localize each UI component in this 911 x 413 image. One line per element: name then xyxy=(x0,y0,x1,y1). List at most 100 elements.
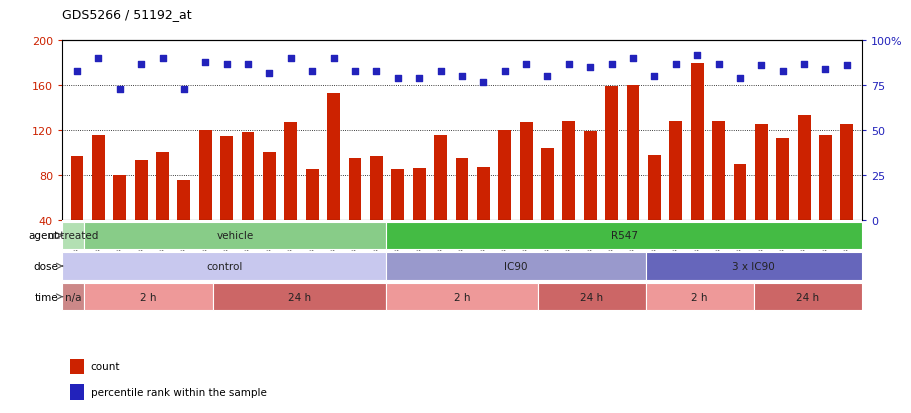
Point xyxy=(561,61,576,68)
Bar xyxy=(818,135,831,265)
Bar xyxy=(70,157,83,265)
Bar xyxy=(327,94,340,265)
Bar xyxy=(562,122,575,265)
Bar xyxy=(386,222,861,249)
Bar xyxy=(84,283,213,311)
Bar xyxy=(391,170,404,265)
Point xyxy=(539,74,554,81)
Text: percentile rank within the sample: percentile rank within the sample xyxy=(91,387,266,397)
Bar xyxy=(626,86,639,265)
Point xyxy=(817,66,832,73)
Bar xyxy=(156,153,169,265)
Bar xyxy=(583,132,596,265)
Point xyxy=(604,61,619,68)
Bar xyxy=(754,125,767,265)
Point xyxy=(753,63,768,70)
Bar xyxy=(434,135,446,265)
Bar xyxy=(752,283,861,311)
Text: 24 h: 24 h xyxy=(288,292,311,302)
Bar xyxy=(62,253,386,280)
Text: GDS5266 / 51192_at: GDS5266 / 51192_at xyxy=(62,8,191,21)
Point xyxy=(518,61,533,68)
Bar xyxy=(645,283,752,311)
Bar xyxy=(241,133,254,265)
Bar xyxy=(413,169,425,265)
Bar xyxy=(732,164,745,265)
Point xyxy=(304,69,319,75)
Bar xyxy=(348,159,361,265)
Bar xyxy=(62,283,84,311)
Bar xyxy=(519,123,532,265)
Point xyxy=(774,69,789,75)
Point xyxy=(177,86,191,93)
Text: dose: dose xyxy=(33,261,58,271)
Point xyxy=(496,69,511,75)
Bar xyxy=(135,161,148,265)
Point xyxy=(134,61,148,68)
Bar xyxy=(775,138,788,265)
Bar xyxy=(370,157,383,265)
Bar xyxy=(62,222,84,249)
Bar xyxy=(84,222,386,249)
Text: 3 x IC90: 3 x IC90 xyxy=(732,261,774,271)
Bar xyxy=(199,131,211,265)
Point xyxy=(839,63,854,70)
Text: 2 h: 2 h xyxy=(453,292,470,302)
Text: control: control xyxy=(206,261,242,271)
Bar xyxy=(540,149,553,265)
Point xyxy=(69,69,84,75)
Text: n/a: n/a xyxy=(65,292,81,302)
Point xyxy=(412,76,426,82)
Bar xyxy=(305,170,318,265)
Point xyxy=(198,59,212,66)
Point xyxy=(689,52,703,59)
Bar xyxy=(213,283,386,311)
Text: 24 h: 24 h xyxy=(579,292,602,302)
Text: untreated: untreated xyxy=(47,231,98,241)
Text: IC90: IC90 xyxy=(504,261,527,271)
Bar xyxy=(386,283,537,311)
Bar xyxy=(840,125,853,265)
Point xyxy=(220,61,234,68)
Bar xyxy=(113,176,126,265)
Point xyxy=(454,74,468,81)
Bar xyxy=(284,123,297,265)
Bar xyxy=(386,253,645,280)
Bar xyxy=(220,136,233,265)
Point xyxy=(326,56,341,62)
Text: time: time xyxy=(35,292,58,302)
Bar xyxy=(92,135,105,265)
Point xyxy=(241,61,255,68)
Point xyxy=(261,70,276,77)
Point xyxy=(283,56,298,62)
Point xyxy=(369,69,384,75)
Bar xyxy=(797,116,810,265)
Point xyxy=(112,86,127,93)
Bar xyxy=(537,283,645,311)
Bar xyxy=(497,131,510,265)
Bar xyxy=(645,253,861,280)
Bar xyxy=(605,87,618,265)
Bar xyxy=(690,64,702,265)
Bar xyxy=(669,122,681,265)
Text: vehicle: vehicle xyxy=(216,231,253,241)
Bar xyxy=(648,155,660,265)
Point xyxy=(91,56,106,62)
Bar xyxy=(711,122,724,265)
Point xyxy=(433,69,447,75)
Bar xyxy=(455,159,468,265)
Text: 2 h: 2 h xyxy=(140,292,157,302)
Bar xyxy=(262,153,275,265)
Text: agent: agent xyxy=(28,231,58,241)
Bar xyxy=(178,181,190,265)
Point xyxy=(476,79,490,86)
Text: R547: R547 xyxy=(609,231,637,241)
Point xyxy=(732,76,746,82)
Bar xyxy=(70,358,85,374)
Point xyxy=(711,61,725,68)
Point xyxy=(796,61,811,68)
Point xyxy=(582,65,597,71)
Text: count: count xyxy=(91,361,120,371)
Bar xyxy=(476,168,489,265)
Point xyxy=(625,56,640,62)
